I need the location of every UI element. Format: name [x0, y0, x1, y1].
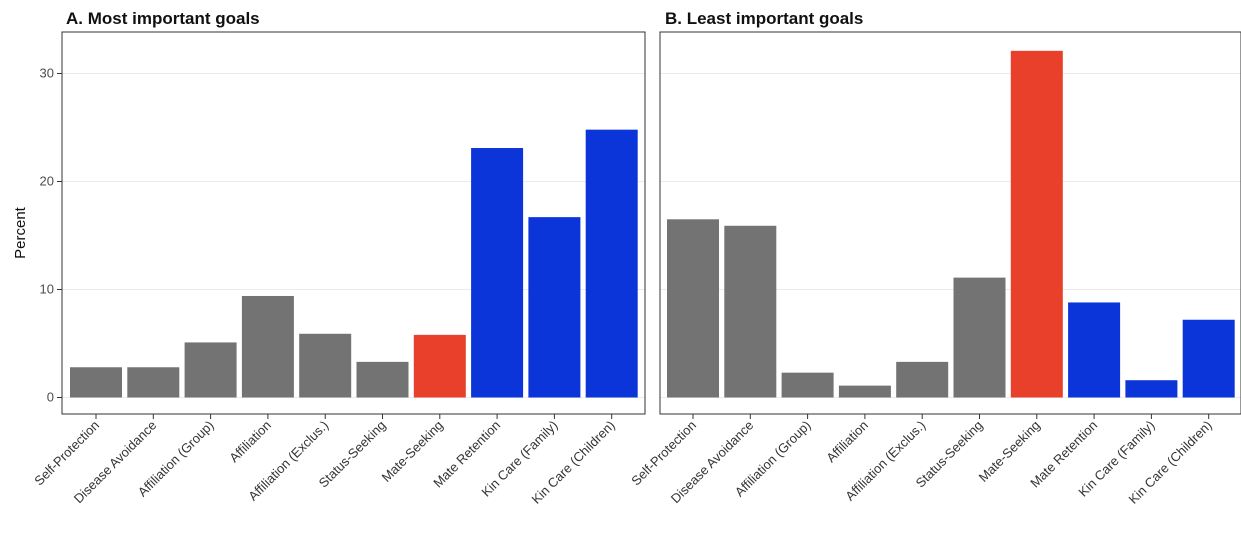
panel-border-b	[659, 31, 1241, 415]
bar-b-9	[1182, 319, 1235, 398]
y-axis-title: Percent	[12, 206, 29, 259]
y-tick-label-0: 0	[47, 390, 54, 405]
bar-b-8	[1125, 380, 1178, 398]
bar-b-6	[1010, 50, 1063, 398]
panel-border-a	[61, 31, 646, 415]
y-tick-label-3: 30	[40, 66, 54, 81]
bar-a-4	[299, 333, 352, 398]
bar-a-9	[585, 129, 638, 398]
bar-a-6	[413, 334, 466, 398]
bar-a-5	[356, 361, 409, 398]
bar-a-8	[528, 217, 581, 398]
bar-a-2	[184, 342, 237, 398]
x-tick-label-b-3: Affiliation	[823, 418, 871, 466]
bar-b-4	[896, 361, 949, 398]
bar-b-5	[953, 277, 1006, 398]
x-tick-label-a-3: Affiliation	[226, 418, 274, 466]
bar-a-3	[241, 295, 294, 398]
bar-b-0	[667, 219, 719, 398]
bar-b-3	[838, 385, 891, 398]
panel-b-title: B. Least important goals	[665, 9, 863, 28]
bar-b-2	[781, 372, 834, 398]
y-tick-label-2: 20	[40, 174, 54, 189]
y-tick-label-1: 10	[40, 282, 54, 297]
panel-a-title: A. Most important goals	[66, 9, 260, 28]
bar-a-1	[127, 367, 180, 398]
bar-a-7	[471, 148, 524, 398]
bar-b-1	[724, 225, 777, 398]
bar-a-0	[70, 367, 122, 398]
bar-b-7	[1068, 302, 1121, 398]
